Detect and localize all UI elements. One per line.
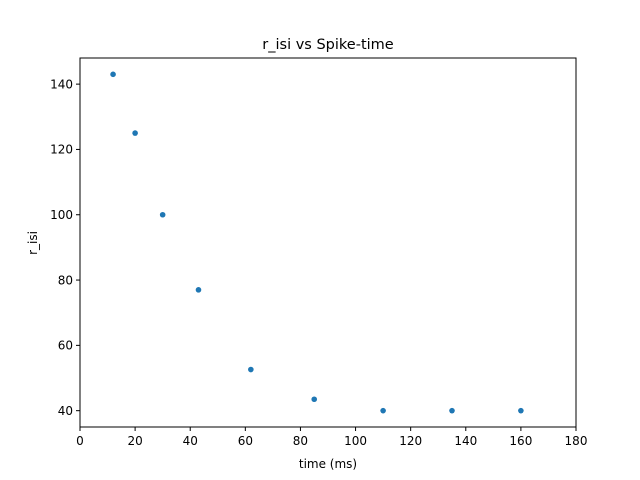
y-axis-label: r_isi [26, 231, 40, 255]
x-tick-label: 180 [565, 434, 588, 448]
data-point [248, 366, 254, 373]
y-tick-label: 60 [58, 339, 73, 353]
data-point [110, 71, 116, 78]
x-tick-label: 80 [293, 434, 308, 448]
x-tick-label: 0 [76, 434, 84, 448]
data-points [110, 71, 524, 414]
y-tick-label: 140 [50, 77, 73, 91]
data-point [195, 287, 202, 293]
plot-area-frame [79, 57, 577, 428]
data-point [380, 407, 386, 414]
data-point [132, 130, 138, 136]
y-tick-label: 120 [50, 143, 73, 157]
y-tick-label: 80 [58, 273, 73, 287]
y-tick-label: 100 [50, 208, 73, 222]
x-axis-label: time (ms) [299, 457, 357, 471]
data-point [449, 407, 455, 414]
x-tick-label: 160 [509, 434, 532, 448]
x-tick-label: 60 [238, 434, 253, 448]
x-tick-label: 120 [399, 434, 422, 448]
x-tick-label: 40 [183, 434, 198, 448]
y-axis: 40 60 80 100 120 140 [50, 77, 80, 418]
x-tick-label: 140 [454, 434, 477, 448]
data-point [159, 211, 166, 218]
x-tick-label: 20 [127, 434, 142, 448]
data-point [311, 396, 318, 403]
y-tick-label: 40 [58, 404, 73, 418]
data-point [518, 407, 524, 414]
chart-title: r_isi vs Spike-time [262, 37, 393, 53]
x-axis: 0 20 40 60 80 100 120 140 160 180 [76, 427, 587, 448]
x-tick-label: 100 [344, 434, 367, 448]
